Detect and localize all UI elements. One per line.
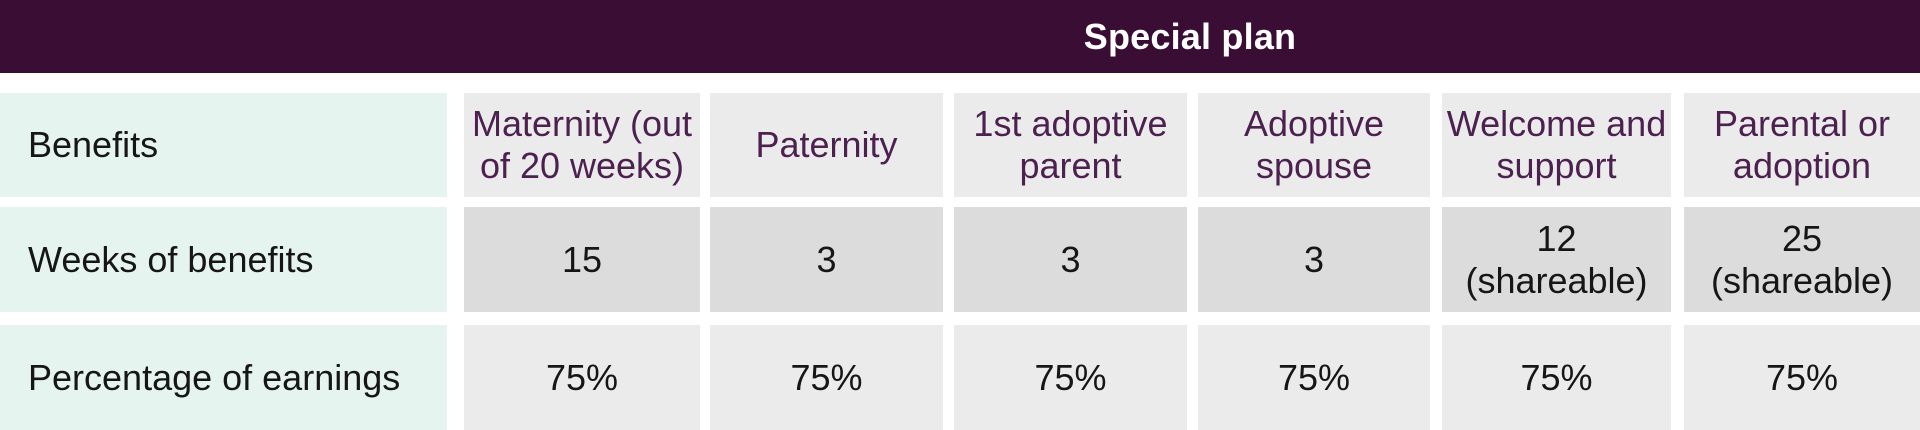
plan-title: Special plan bbox=[1083, 15, 1297, 57]
cell-pct-welcome-and-support: 75% bbox=[1442, 325, 1671, 430]
cell-pct-adoptive-spouse: 75% bbox=[1198, 325, 1430, 430]
col-header-adoptive-spouse: Adoptive spouse bbox=[1198, 93, 1430, 197]
row-header-percentage-of-earnings: Percentage of earnings bbox=[0, 325, 447, 430]
cell-weeks-welcome-and-support: 12 (shareable) bbox=[1442, 207, 1671, 312]
cell-weeks-maternity: 15 bbox=[464, 207, 700, 312]
col-header-parental-or-adoption: Parental or adoption bbox=[1684, 93, 1920, 197]
cell-weeks-paternity: 3 bbox=[710, 207, 943, 312]
cell-weeks-adoptive-spouse: 3 bbox=[1198, 207, 1430, 312]
col-header-welcome-and-support: Welcome and support bbox=[1442, 93, 1671, 197]
plan-header-bar: Special plan bbox=[0, 0, 1920, 73]
cell-pct-paternity: 75% bbox=[710, 325, 943, 430]
cell-pct-maternity: 75% bbox=[464, 325, 700, 430]
cell-weeks-parental-or-adoption: 25 (shareable) bbox=[1684, 207, 1920, 312]
col-header-first-adoptive-parent: 1st adoptive parent bbox=[954, 93, 1187, 197]
row-header-benefits: Benefits bbox=[0, 93, 447, 197]
col-header-maternity: Maternity (out of 20 weeks) bbox=[464, 93, 700, 197]
row-header-weeks-of-benefits: Weeks of benefits bbox=[0, 207, 447, 312]
benefits-grid: Benefits Maternity (out of 20 weeks) Pat… bbox=[0, 93, 1920, 430]
cell-weeks-first-adoptive-parent: 3 bbox=[954, 207, 1187, 312]
cell-pct-first-adoptive-parent: 75% bbox=[954, 325, 1187, 430]
cell-pct-parental-or-adoption: 75% bbox=[1684, 325, 1920, 430]
col-header-paternity: Paternity bbox=[710, 93, 943, 197]
